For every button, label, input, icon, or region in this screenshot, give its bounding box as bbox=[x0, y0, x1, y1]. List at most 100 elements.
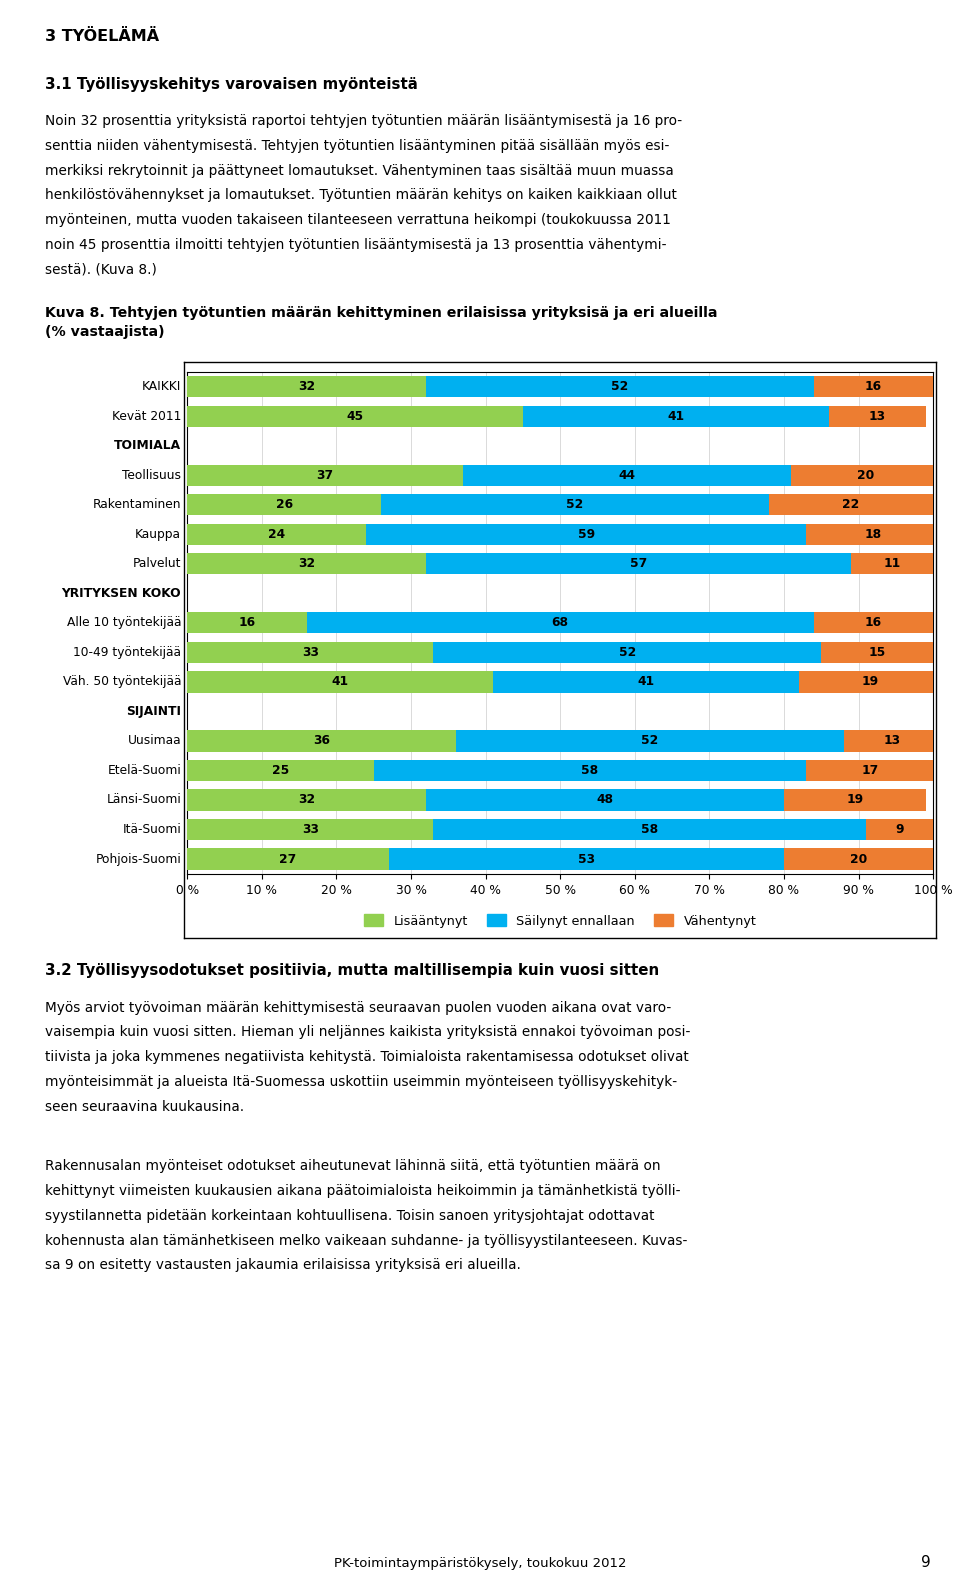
Text: 3.2 Työllisyysodotukset positiivia, mutta maltillisempia kuin vuosi sitten: 3.2 Työllisyysodotukset positiivia, mutt… bbox=[45, 962, 660, 978]
Text: 16: 16 bbox=[238, 616, 255, 629]
Bar bbox=[769, 495, 933, 516]
Text: Alle 10 työntekijää: Alle 10 työntekijää bbox=[67, 616, 181, 629]
Text: 52: 52 bbox=[641, 734, 659, 747]
Text: 33: 33 bbox=[301, 824, 319, 836]
Text: SIJAINTI: SIJAINTI bbox=[126, 705, 181, 718]
Bar bbox=[799, 672, 941, 693]
Text: 9: 9 bbox=[896, 824, 903, 836]
Bar bbox=[187, 405, 523, 426]
Text: Uusimaa: Uusimaa bbox=[128, 734, 181, 747]
Bar bbox=[852, 554, 933, 575]
Text: 20: 20 bbox=[850, 852, 867, 865]
Bar bbox=[456, 731, 844, 752]
Bar bbox=[814, 613, 933, 634]
Bar bbox=[426, 790, 784, 811]
Bar bbox=[187, 523, 366, 544]
Bar bbox=[433, 819, 866, 839]
Bar bbox=[187, 613, 306, 634]
Text: 53: 53 bbox=[578, 852, 595, 865]
Bar bbox=[187, 377, 426, 397]
Text: 27: 27 bbox=[279, 852, 297, 865]
Bar bbox=[844, 731, 941, 752]
Bar bbox=[814, 377, 933, 397]
Bar bbox=[866, 819, 933, 839]
Text: sestä). (Kuva 8.): sestä). (Kuva 8.) bbox=[45, 262, 157, 276]
Text: 37: 37 bbox=[317, 469, 334, 482]
Text: kehittynyt viimeisten kuukausien aikana päätoimialoista heikoimmin ja tämänhetki: kehittynyt viimeisten kuukausien aikana … bbox=[45, 1184, 681, 1199]
Text: Noin 32 prosenttia yrityksistä raportoi tehtyjen työtuntien määrän lisääntymises: Noin 32 prosenttia yrityksistä raportoi … bbox=[45, 115, 683, 128]
Bar bbox=[187, 554, 426, 575]
Text: Etelä-Suomi: Etelä-Suomi bbox=[108, 764, 181, 777]
Text: henkilöstövähennykset ja lomautukset. Työtuntien määrän kehitys on kaiken kaikki: henkilöstövähennykset ja lomautukset. Ty… bbox=[45, 188, 677, 203]
Text: Väh. 50 työntekijää: Väh. 50 työntekijää bbox=[62, 675, 181, 688]
Bar bbox=[523, 405, 828, 426]
Text: 58: 58 bbox=[582, 764, 598, 777]
Text: 10-49 työntekijää: 10-49 työntekijää bbox=[73, 646, 181, 659]
Text: 36: 36 bbox=[313, 734, 330, 747]
Text: 11: 11 bbox=[883, 557, 900, 570]
Text: 48: 48 bbox=[596, 793, 613, 806]
Bar bbox=[828, 405, 925, 426]
Text: 25: 25 bbox=[272, 764, 289, 777]
Text: merkiksi rekrytoinnit ja päättyneet lomautukset. Vähentyminen taas sisältää muun: merkiksi rekrytoinnit ja päättyneet loma… bbox=[45, 164, 674, 177]
Text: YRITYKSEN KOKO: YRITYKSEN KOKO bbox=[61, 587, 181, 600]
Text: 44: 44 bbox=[619, 469, 636, 482]
Bar bbox=[784, 790, 925, 811]
Bar bbox=[373, 760, 806, 780]
Text: 59: 59 bbox=[578, 528, 595, 541]
Legend: Lisääntynyt, Säilynyt ennallaan, Vähentynyt: Lisääntynyt, Säilynyt ennallaan, Vähenty… bbox=[359, 910, 761, 932]
Bar bbox=[493, 672, 799, 693]
Text: syystilannetta pidetään korkeintaan kohtuullisena. Toisin sanoen yritysjohtajat : syystilannetta pidetään korkeintaan koht… bbox=[45, 1210, 655, 1223]
Text: 15: 15 bbox=[869, 646, 886, 659]
Text: 22: 22 bbox=[843, 498, 860, 511]
Text: Palvelut: Palvelut bbox=[132, 557, 181, 570]
Text: 52: 52 bbox=[566, 498, 584, 511]
Bar bbox=[366, 523, 806, 544]
Text: Teollisuus: Teollisuus bbox=[122, 469, 181, 482]
Bar bbox=[187, 495, 381, 516]
Text: Kuva 8. Tehtyjen työtuntien määrän kehittyminen erilaisissa yrityksisä ja eri al: Kuva 8. Tehtyjen työtuntien määrän kehit… bbox=[45, 306, 718, 338]
Bar bbox=[187, 849, 389, 870]
Text: 13: 13 bbox=[883, 734, 900, 747]
Text: 32: 32 bbox=[298, 380, 315, 393]
Text: Myös arviot työvoiman määrän kehittymisestä seuraavan puolen vuoden aikana ovat : Myös arviot työvoiman määrän kehittymise… bbox=[45, 1001, 671, 1015]
Text: noin 45 prosenttia ilmoitti tehtyjen työtuntien lisääntymisestä ja 13 prosenttia: noin 45 prosenttia ilmoitti tehtyjen työ… bbox=[45, 238, 666, 252]
Text: Länsi-Suomi: Länsi-Suomi bbox=[107, 793, 181, 806]
Text: KAIKKI: KAIKKI bbox=[142, 380, 181, 393]
Bar bbox=[187, 672, 493, 693]
Bar bbox=[389, 849, 784, 870]
Text: 19: 19 bbox=[861, 675, 878, 688]
Text: tiivista ja joka kymmenes negatiivista kehitystä. Toimialoista rakentamisessa od: tiivista ja joka kymmenes negatiivista k… bbox=[45, 1050, 689, 1065]
Text: 18: 18 bbox=[865, 528, 882, 541]
Bar bbox=[381, 495, 769, 516]
Bar bbox=[187, 819, 433, 839]
Bar bbox=[433, 642, 821, 662]
Text: 33: 33 bbox=[301, 646, 319, 659]
Text: 32: 32 bbox=[298, 793, 315, 806]
Bar bbox=[806, 523, 941, 544]
Text: vaisempia kuin vuosi sitten. Hieman yli neljännes kaikista yrityksistä ennakoi t: vaisempia kuin vuosi sitten. Hieman yli … bbox=[45, 1025, 690, 1039]
Text: 68: 68 bbox=[552, 616, 568, 629]
Text: myönteinen, mutta vuoden takaiseen tilanteeseen verrattuna heikompi (toukokuussa: myönteinen, mutta vuoden takaiseen tilan… bbox=[45, 212, 671, 227]
Bar bbox=[306, 613, 814, 634]
Text: 20: 20 bbox=[857, 469, 875, 482]
Bar bbox=[791, 464, 941, 485]
Bar bbox=[187, 760, 373, 780]
Text: myönteisimmät ja alueista Itä-Suomessa uskottiin useimmin myönteiseen työllisyys: myönteisimmät ja alueista Itä-Suomessa u… bbox=[45, 1076, 677, 1088]
Text: Kauppa: Kauppa bbox=[135, 528, 181, 541]
Text: 45: 45 bbox=[347, 410, 364, 423]
Text: 52: 52 bbox=[618, 646, 636, 659]
Text: TOIMIALA: TOIMIALA bbox=[114, 439, 181, 452]
Text: 13: 13 bbox=[869, 410, 886, 423]
Text: 16: 16 bbox=[865, 616, 882, 629]
Text: 52: 52 bbox=[612, 380, 629, 393]
Bar bbox=[821, 642, 933, 662]
Text: Itä-Suomi: Itä-Suomi bbox=[123, 824, 181, 836]
Text: seen seuraavina kuukausina.: seen seuraavina kuukausina. bbox=[45, 1100, 244, 1114]
Text: 57: 57 bbox=[630, 557, 647, 570]
Text: Kevät 2011: Kevät 2011 bbox=[112, 410, 181, 423]
Text: 41: 41 bbox=[637, 675, 655, 688]
Text: 32: 32 bbox=[298, 557, 315, 570]
Text: 41: 41 bbox=[667, 410, 684, 423]
Bar bbox=[187, 790, 426, 811]
